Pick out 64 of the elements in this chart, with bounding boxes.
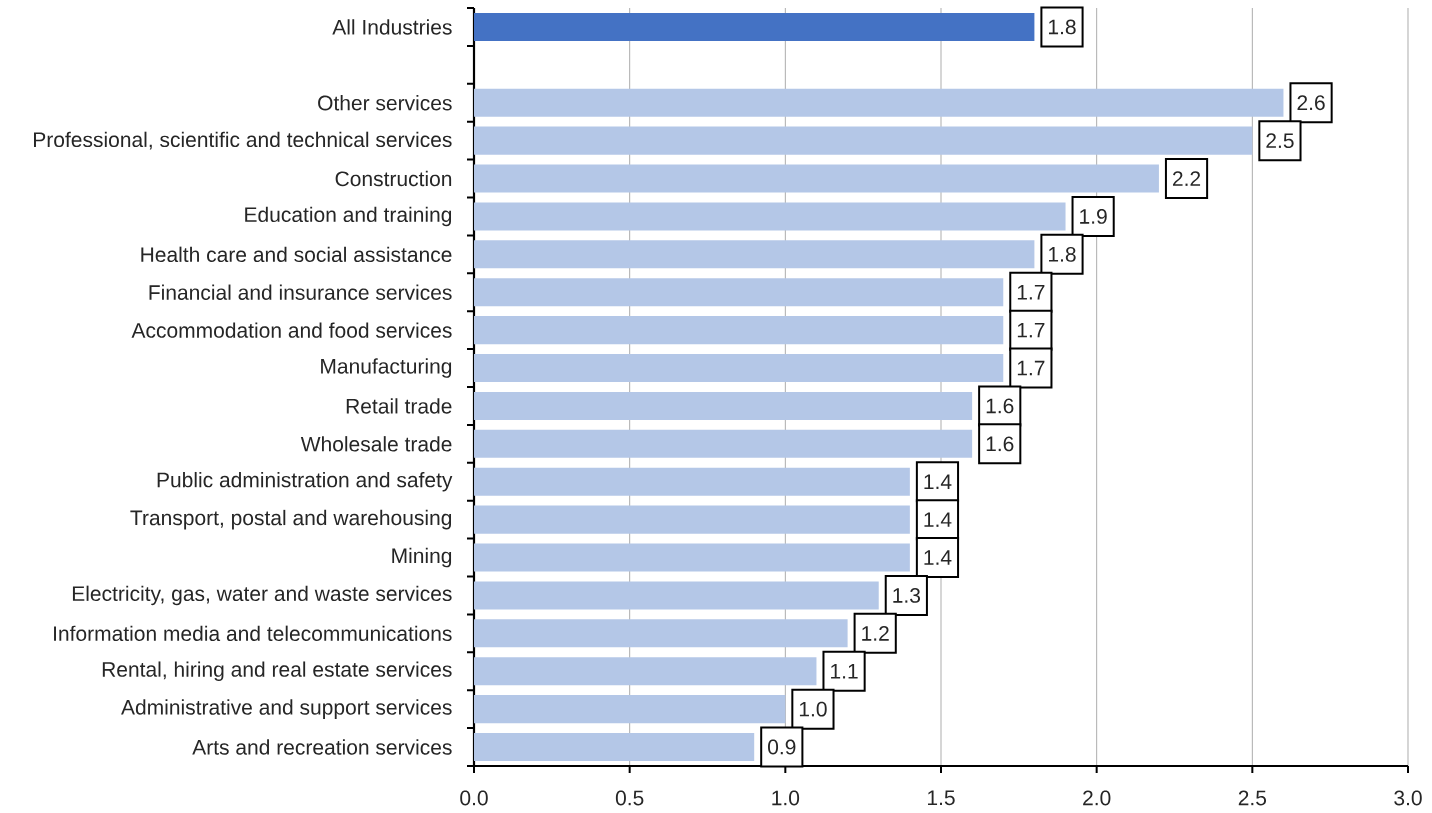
data-label: 1.8 bbox=[1049, 19, 1076, 35]
data-label: 1.9 bbox=[1080, 209, 1107, 224]
bar bbox=[474, 619, 848, 648]
y-tick-label: Electricity, gas, water and waste services bbox=[72, 585, 452, 606]
data-label: 1.1 bbox=[831, 664, 858, 679]
data-label: 1.6 bbox=[986, 436, 1014, 452]
y-tick-label: Construction bbox=[335, 170, 452, 187]
data-label: 1.7 bbox=[1017, 360, 1045, 376]
bar bbox=[474, 278, 1004, 307]
y-tick-label: Professional, scientific and technical services bbox=[34, 131, 452, 150]
bar bbox=[474, 695, 786, 724]
bar bbox=[474, 543, 910, 572]
bar bbox=[474, 240, 1035, 269]
bar bbox=[474, 467, 910, 496]
data-label: 2.5 bbox=[1266, 133, 1294, 149]
data-label: 1.2 bbox=[862, 626, 889, 641]
y-tick-label: Rental, hiring and real estate services bbox=[102, 661, 452, 682]
y-tick-label: Retail trade bbox=[346, 398, 452, 414]
x-tick-label: 1.5 bbox=[928, 790, 955, 806]
x-tick-label: 0.5 bbox=[615, 790, 644, 806]
x-tick-label: 3.0 bbox=[1394, 790, 1422, 806]
y-tick-label: Health care and social assistance bbox=[141, 246, 452, 263]
data-label: 1.4 bbox=[924, 512, 952, 527]
data-label: 2.2 bbox=[1172, 171, 1201, 186]
data-label: 1.3 bbox=[893, 588, 921, 603]
x-tick-label: 0.0 bbox=[460, 790, 488, 806]
bar bbox=[474, 429, 973, 458]
data-label: 1.4 bbox=[924, 474, 952, 489]
y-tick-label: Public administration and safety bbox=[157, 471, 453, 492]
y-tick-label: Other services bbox=[318, 95, 452, 111]
data-label: 1.7 bbox=[1017, 285, 1045, 300]
data-label: 2.6 bbox=[1297, 95, 1325, 111]
bar bbox=[474, 354, 1004, 383]
data-label: 1.0 bbox=[799, 701, 827, 717]
data-label: 1.4 bbox=[924, 550, 952, 565]
bar bbox=[474, 316, 1004, 345]
bar bbox=[474, 88, 1284, 117]
y-tick-label: Arts and recreation services bbox=[192, 739, 452, 755]
data-label: 0.9 bbox=[768, 739, 796, 755]
data-label: 1.6 bbox=[986, 398, 1014, 414]
y-tick-label: All Industries bbox=[332, 19, 452, 35]
bar bbox=[474, 657, 817, 686]
bar bbox=[474, 391, 973, 420]
y-tick-label: Administrative and support services bbox=[121, 699, 452, 719]
y-tick-label: Information media and telecommunications bbox=[54, 625, 452, 642]
bar bbox=[474, 581, 879, 610]
x-tick-label: 1.0 bbox=[772, 790, 800, 806]
y-tick-label: Manufacturing bbox=[321, 358, 452, 378]
y-tick-label: Transport, postal and warehousing bbox=[130, 509, 452, 530]
bar bbox=[474, 164, 1159, 193]
x-tick-label: 2.0 bbox=[1083, 790, 1111, 806]
y-tick-label: Accommodation and food services bbox=[131, 322, 452, 338]
data-label: 1.7 bbox=[1017, 322, 1045, 338]
bar bbox=[474, 505, 910, 534]
x-tick-label: 2.5 bbox=[1238, 790, 1267, 806]
bar bbox=[474, 126, 1253, 155]
y-tick-label: Financial and insurance services bbox=[149, 284, 452, 300]
bar bbox=[474, 202, 1066, 231]
data-label: 1.8 bbox=[1049, 246, 1076, 262]
y-tick-label: Wholesale trade bbox=[300, 436, 452, 452]
bar bbox=[474, 733, 755, 762]
y-tick-label: Mining bbox=[392, 547, 452, 568]
y-tick-label: Education and training bbox=[245, 206, 452, 227]
bar bbox=[474, 12, 1035, 41]
